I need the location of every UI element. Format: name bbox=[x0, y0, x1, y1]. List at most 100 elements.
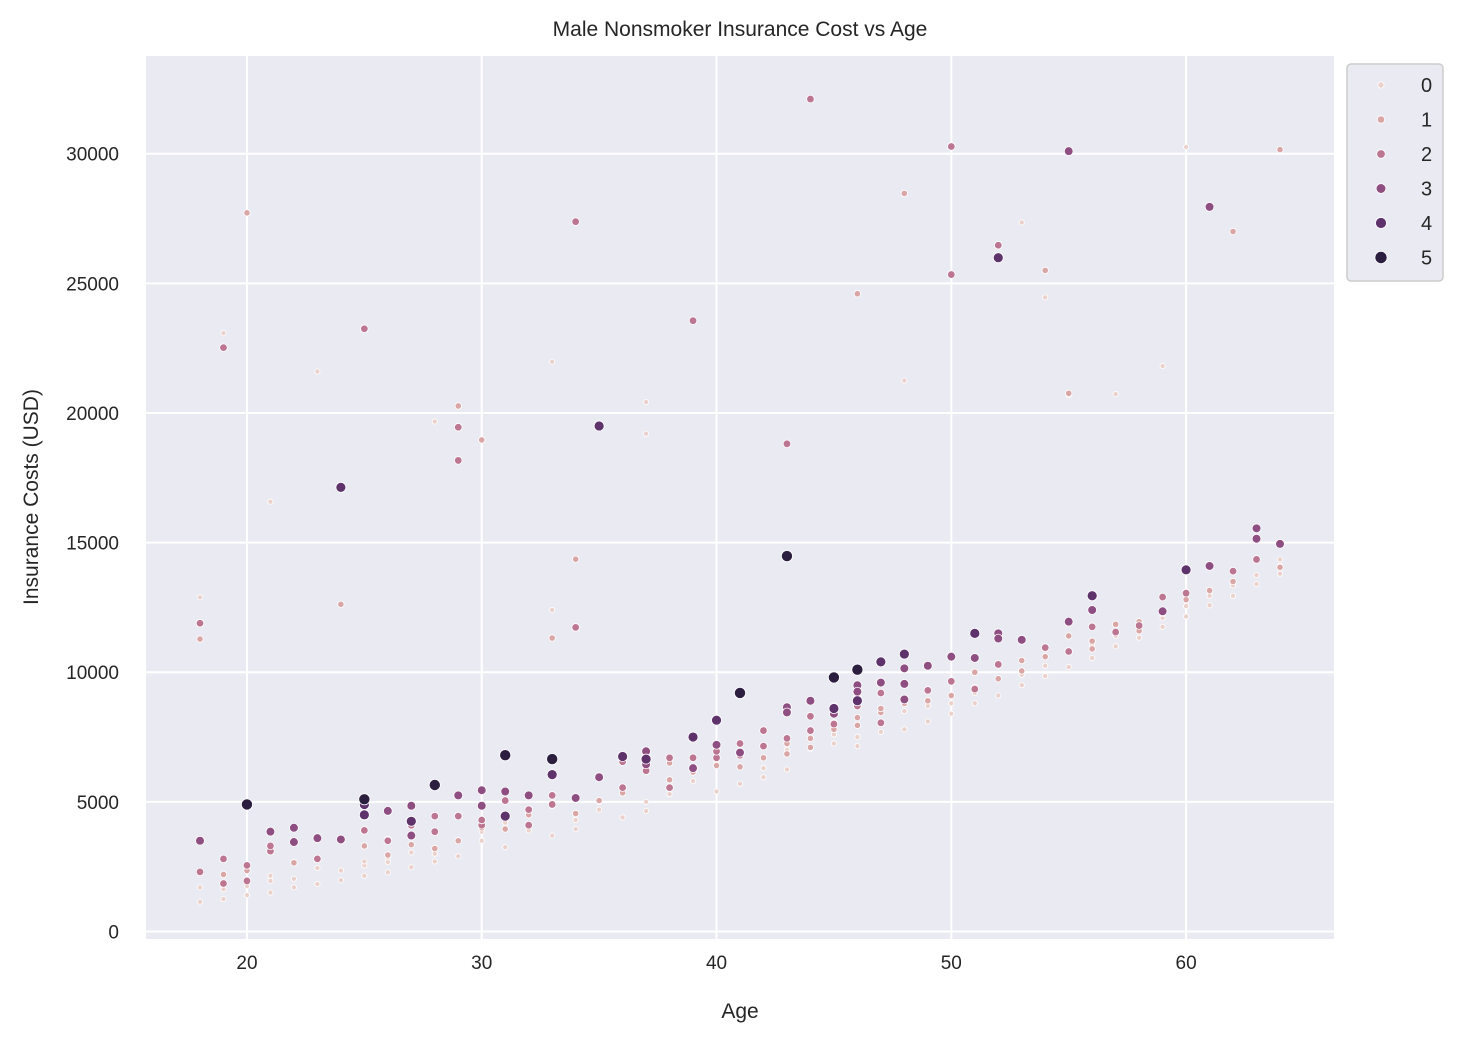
scatter-point bbox=[923, 686, 933, 695]
scatter-point bbox=[314, 864, 321, 871]
scatter-point bbox=[994, 660, 1003, 669]
scatter-point bbox=[643, 430, 650, 437]
scatter-point bbox=[384, 851, 392, 859]
scatter-point bbox=[337, 877, 344, 884]
scatter-point bbox=[947, 677, 956, 686]
scatter-point bbox=[383, 806, 393, 816]
scatter-point bbox=[549, 358, 556, 365]
scatter-point bbox=[455, 853, 462, 860]
scatter-point bbox=[688, 316, 698, 325]
y-tick-label: 5000 bbox=[77, 793, 119, 814]
scatter-point bbox=[782, 734, 792, 743]
scatter-point bbox=[1089, 654, 1096, 661]
scatter-point bbox=[876, 677, 886, 688]
scatter-point bbox=[195, 867, 205, 877]
scatter-point bbox=[594, 772, 604, 783]
scatter-point bbox=[900, 189, 908, 198]
scatter-point bbox=[643, 399, 650, 406]
scatter-point bbox=[783, 766, 790, 773]
scatter-point bbox=[1204, 561, 1215, 571]
scatter-point bbox=[220, 896, 227, 903]
scatter-point bbox=[713, 788, 720, 795]
scatter-point bbox=[947, 270, 956, 279]
scatter-point bbox=[1252, 555, 1261, 564]
scatter-point bbox=[688, 753, 698, 762]
scatter-point bbox=[408, 864, 415, 871]
scatter-point bbox=[1230, 592, 1237, 599]
x-axis-label: Age bbox=[721, 1000, 758, 1023]
scatter-point bbox=[851, 663, 864, 676]
scatter-point bbox=[688, 763, 698, 773]
scatter-point bbox=[805, 695, 816, 706]
scatter-point bbox=[290, 884, 297, 891]
scatter-point bbox=[690, 778, 697, 785]
scatter-point bbox=[361, 858, 368, 865]
legend-label: 1 bbox=[1421, 110, 1432, 132]
scatter-point bbox=[1112, 620, 1120, 628]
scatter-point bbox=[640, 753, 652, 765]
chart-title: Male Nonsmoker Insurance Cost vs Age bbox=[553, 18, 928, 41]
scatter-point bbox=[524, 805, 533, 814]
scatter-point bbox=[406, 800, 417, 811]
scatter-point bbox=[806, 712, 815, 721]
scatter-point bbox=[1112, 643, 1119, 650]
scatter-point bbox=[971, 668, 979, 676]
scatter-point bbox=[853, 290, 861, 298]
scatter-point bbox=[572, 555, 580, 563]
scatter-point bbox=[312, 833, 323, 843]
legend-marker bbox=[1377, 81, 1385, 89]
scatter-point bbox=[313, 854, 322, 864]
scatter-point bbox=[243, 209, 251, 217]
y-tick-labels: 0 5000 10000 15000 20000 25000 30000 bbox=[66, 145, 119, 944]
scatter-point bbox=[1206, 602, 1213, 609]
scatter-point bbox=[195, 835, 205, 846]
scatter-point bbox=[335, 481, 347, 493]
scatter-point bbox=[877, 728, 884, 735]
scatter-point bbox=[829, 719, 839, 729]
legend-box bbox=[1346, 63, 1444, 282]
scatter-point bbox=[499, 810, 511, 822]
scatter-point bbox=[430, 811, 439, 821]
scatter-point bbox=[1136, 634, 1143, 641]
scatter-point bbox=[242, 876, 252, 886]
scatter-point bbox=[1253, 581, 1260, 588]
scatter-point bbox=[1112, 391, 1119, 398]
x-tick-label: 50 bbox=[941, 953, 962, 974]
scatter-point bbox=[595, 796, 603, 805]
scatter-point bbox=[1276, 145, 1284, 154]
scatter-point bbox=[1205, 586, 1214, 595]
scatter-point bbox=[1041, 266, 1049, 274]
scatter-point bbox=[1063, 616, 1074, 627]
scatter-point bbox=[196, 594, 203, 601]
scatter-point bbox=[969, 653, 980, 663]
scatter-point bbox=[924, 697, 932, 705]
scatter-point bbox=[1277, 570, 1284, 577]
scatter-point bbox=[898, 648, 910, 660]
scatter-point bbox=[431, 844, 439, 853]
scatter-point bbox=[828, 703, 840, 714]
scatter-point bbox=[901, 708, 908, 715]
scatter-point bbox=[430, 827, 439, 836]
legend-marker bbox=[1376, 115, 1386, 124]
scatter-point bbox=[571, 623, 580, 632]
scatter-point bbox=[290, 875, 297, 882]
scatter-point bbox=[1277, 556, 1284, 563]
scatter-point bbox=[759, 726, 768, 735]
scatter-point bbox=[337, 867, 344, 874]
scatter-point bbox=[734, 686, 747, 699]
scatter-point bbox=[267, 889, 274, 896]
scatter-point bbox=[992, 252, 1004, 264]
scatter-point bbox=[1018, 667, 1026, 675]
y-tick-label: 10000 bbox=[66, 663, 119, 684]
scatter-point bbox=[1086, 590, 1098, 602]
scatter-point bbox=[476, 800, 487, 811]
legend-marker bbox=[1375, 217, 1387, 229]
scatter-point bbox=[290, 859, 298, 867]
scatter-point bbox=[948, 710, 955, 717]
scatter-point bbox=[428, 779, 441, 792]
scatter-point bbox=[361, 872, 368, 879]
scatter-point bbox=[1111, 627, 1120, 637]
scatter-point bbox=[408, 849, 415, 856]
scatter-point bbox=[947, 691, 955, 700]
scatter-point bbox=[453, 790, 464, 801]
